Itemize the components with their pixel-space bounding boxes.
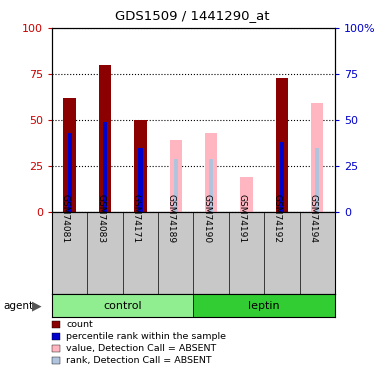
Text: GSM74194: GSM74194 (308, 194, 317, 243)
Text: GSM74081: GSM74081 (61, 194, 70, 243)
Text: GSM74189: GSM74189 (167, 194, 176, 243)
Text: GSM74192: GSM74192 (273, 194, 282, 243)
Text: control: control (104, 301, 142, 310)
Text: GSM74190: GSM74190 (202, 194, 211, 243)
Bar (240, 177, 253, 212)
Bar (209, 159, 213, 212)
Text: count: count (66, 320, 93, 329)
Text: agent: agent (4, 301, 34, 310)
Bar (67, 133, 72, 212)
Text: value, Detection Call = ABSENT: value, Detection Call = ABSENT (66, 344, 216, 353)
Text: ▶: ▶ (32, 299, 42, 312)
Bar (138, 148, 142, 212)
Bar (205, 133, 218, 212)
Text: percentile rank within the sample: percentile rank within the sample (66, 332, 226, 341)
Bar (103, 122, 107, 212)
Bar (99, 65, 111, 212)
Text: rank, Detection Call = ABSENT: rank, Detection Call = ABSENT (66, 356, 212, 365)
Bar (174, 159, 178, 212)
Bar (52, 294, 193, 317)
Text: GDS1509 / 1441290_at: GDS1509 / 1441290_at (115, 9, 270, 22)
Text: GSM74083: GSM74083 (96, 194, 105, 243)
Bar (193, 294, 335, 317)
Text: GSM74191: GSM74191 (238, 194, 246, 243)
Bar (169, 140, 182, 212)
Text: leptin: leptin (248, 301, 280, 310)
Bar (280, 142, 284, 212)
Bar (64, 98, 76, 212)
Bar (315, 148, 320, 212)
Text: GSM74171: GSM74171 (131, 194, 141, 243)
Bar (276, 78, 288, 212)
Bar (134, 120, 147, 212)
Bar (311, 104, 323, 212)
